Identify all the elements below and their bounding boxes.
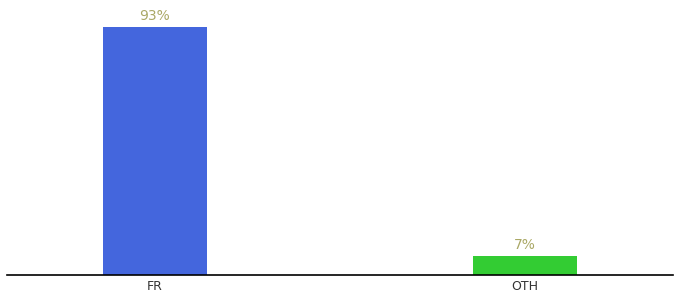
Text: 7%: 7% xyxy=(514,238,536,252)
Text: 93%: 93% xyxy=(139,9,171,23)
Bar xyxy=(473,256,577,274)
Bar xyxy=(103,27,207,274)
